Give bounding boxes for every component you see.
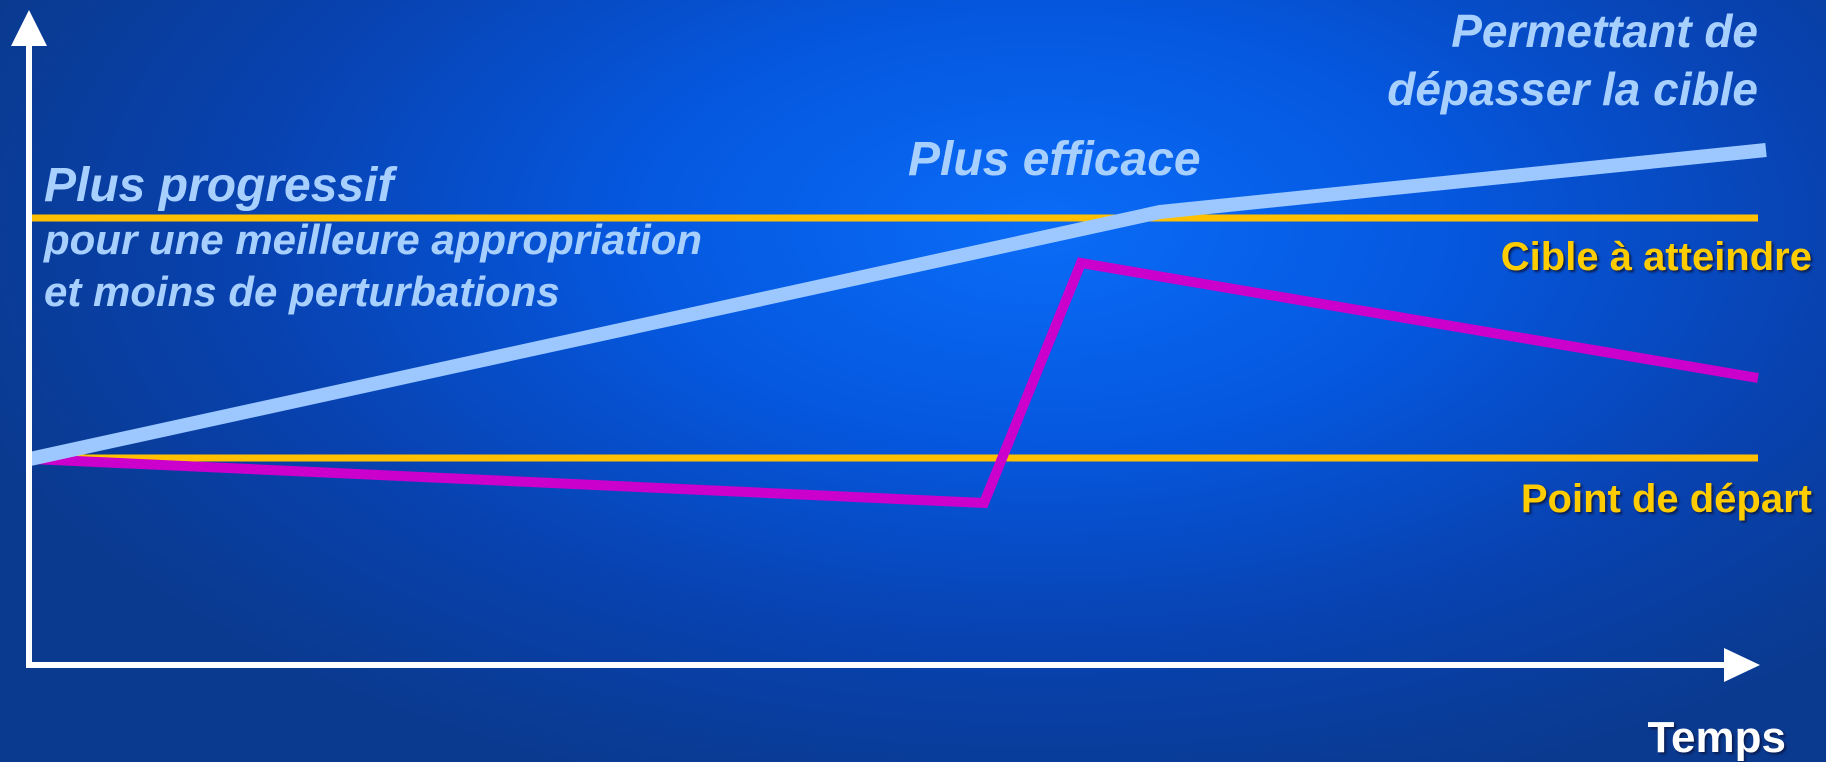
x-axis-label: Temps [1647, 713, 1786, 762]
target-label: Cible à atteindre [1500, 235, 1812, 279]
more-efficient-label: Plus efficace [908, 133, 1201, 186]
y-axis-arrow-icon [11, 10, 47, 46]
exceed-target-label-line1: Permettant de [1451, 5, 1758, 57]
starting-point-label: Point de départ [1520, 477, 1812, 521]
abrupt-trajectory-line [31, 257, 1759, 509]
more-progressive-label: Plus progressif [44, 159, 394, 212]
progressive-subtitle-line1: pour une meilleure appropriation [44, 216, 703, 263]
progressive-trajectory-line [28, 143, 1767, 466]
exceed-target-label-line2: dépasser la cible [1387, 63, 1758, 115]
progressive-subtitle-line2: et moins de perturbations [44, 268, 560, 315]
x-axis-arrow-icon [1724, 648, 1760, 682]
